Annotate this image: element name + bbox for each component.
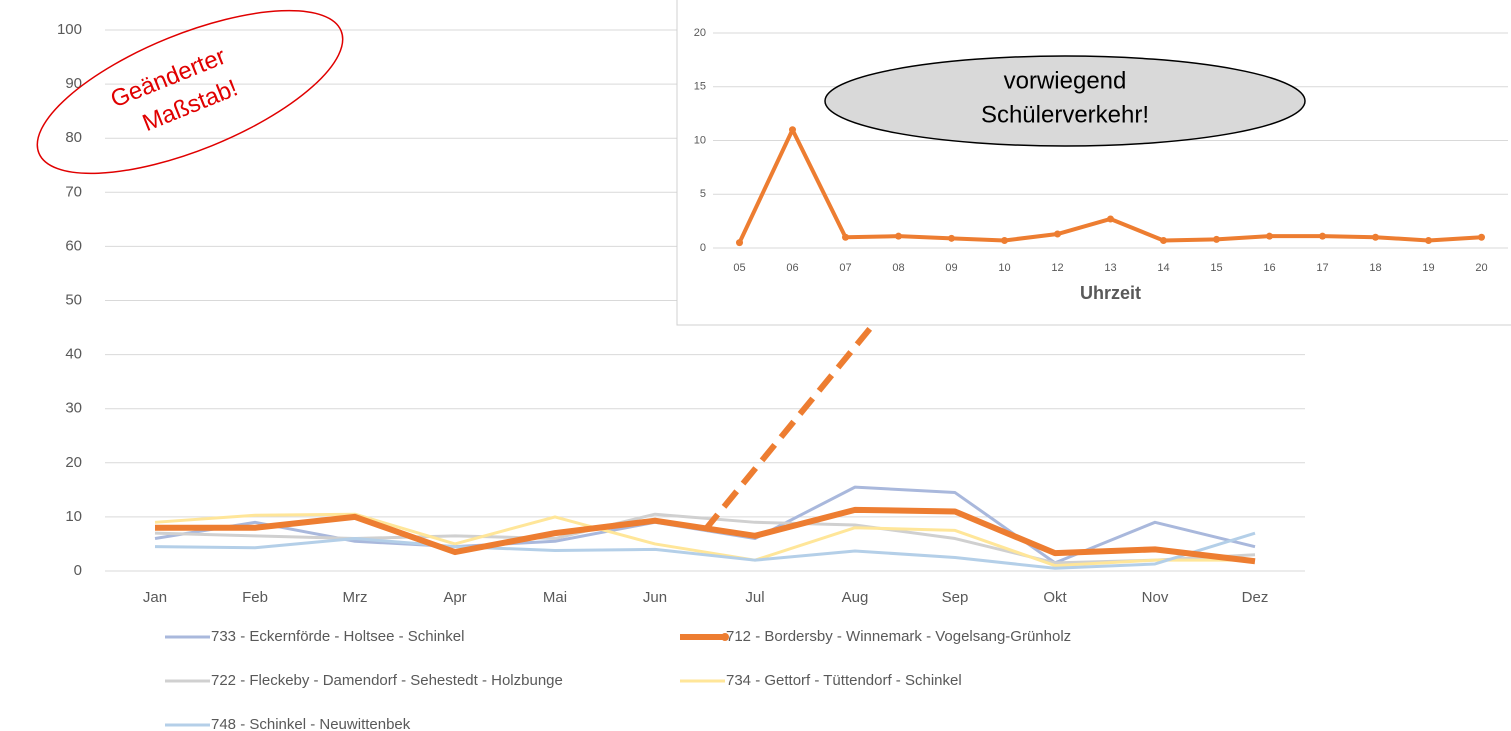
y-tick-label: 70	[65, 183, 82, 200]
legend-label: 734 - Gettorf - Tüttendorf - Schinkel	[726, 672, 962, 689]
y-tick-label: 10	[694, 134, 706, 146]
x-tick-label: 14	[1157, 262, 1169, 274]
annotation: Schülerverkehr!	[981, 101, 1149, 128]
y-tick-label: 40	[65, 346, 82, 363]
x-tick-label: Mai	[543, 589, 567, 606]
y-tick-label: 60	[65, 237, 82, 254]
x-tick-label: 13	[1104, 262, 1116, 274]
x-tick-label: 20	[1475, 262, 1487, 274]
x-tick-label: Jul	[745, 589, 764, 606]
legend-label: 722 - Fleckeby - Damendorf - Sehestedt -…	[211, 672, 563, 689]
point	[842, 233, 849, 241]
y-tick-label: 50	[65, 291, 82, 308]
x-tick-label: Jun	[643, 589, 667, 606]
point	[1478, 233, 1485, 241]
x-tick-label: 07	[839, 262, 851, 274]
y-tick-label: 15	[694, 81, 706, 93]
x-tick-label: Sep	[942, 589, 969, 606]
point	[1001, 236, 1008, 244]
x-tick-label: Dez	[1242, 589, 1269, 606]
x-tick-label: Jan	[143, 589, 167, 606]
annotation: vorwiegend	[1004, 67, 1127, 94]
x-tick-label: 05	[733, 262, 745, 274]
point	[1266, 232, 1273, 240]
point	[1425, 236, 1432, 244]
x-tick-label: 16	[1263, 262, 1275, 274]
y-tick-label: 90	[65, 75, 82, 92]
x-tick-label: Nov	[1142, 589, 1169, 606]
x-tick-label: Okt	[1043, 589, 1067, 606]
point	[1054, 230, 1061, 238]
point	[1107, 215, 1114, 223]
point	[895, 232, 902, 240]
x-tick-label: 12	[1051, 262, 1063, 274]
point	[1213, 235, 1220, 243]
x-tick-label: Apr	[443, 589, 466, 606]
x-axis-label: Uhrzeit	[1080, 283, 1141, 303]
y-tick-label: 30	[65, 400, 82, 417]
callout-ellipse	[824, 55, 1306, 147]
point	[736, 239, 743, 247]
x-tick-label: 19	[1422, 262, 1434, 274]
x-tick-label: 15	[1210, 262, 1222, 274]
y-tick-label: 0	[700, 242, 706, 254]
y-tick-label: 10	[65, 508, 82, 525]
x-tick-label: 17	[1316, 262, 1328, 274]
point	[948, 234, 955, 242]
y-tick-label: 80	[65, 129, 82, 146]
highlight-ellipse	[36, 9, 344, 175]
x-tick-label: 06	[786, 262, 798, 274]
point	[789, 126, 796, 134]
y-tick-label: 20	[65, 454, 82, 471]
legend-label: 748 - Schinkel - Neuwittenbek	[211, 716, 411, 731]
x-tick-label: 18	[1369, 262, 1381, 274]
point	[1319, 232, 1326, 240]
point	[1372, 233, 1379, 241]
x-tick-label: 10	[998, 262, 1010, 274]
series-line	[154, 512, 1255, 568]
y-tick-label: 5	[700, 188, 706, 200]
series-line	[154, 531, 1256, 570]
x-tick-label: 08	[892, 262, 904, 274]
arrow-line	[702, 296, 898, 532]
x-tick-label: 09	[945, 262, 957, 274]
x-tick-label: Aug	[842, 589, 869, 606]
legend-marker	[721, 633, 729, 641]
x-tick-label: Feb	[242, 589, 268, 606]
inset-panel	[676, 0, 1511, 326]
legend-label: 733 - Eckernförde - Holtsee - Schinkel	[211, 628, 464, 645]
y-tick-label: 100	[57, 21, 82, 38]
legend-label: 712 - Bordersby - Winnemark - Vogelsang-…	[726, 628, 1071, 645]
y-tick-label: 20	[694, 27, 706, 39]
point	[1160, 236, 1167, 244]
series-line	[154, 512, 1256, 565]
y-tick-label: 0	[74, 562, 82, 579]
x-tick-label: Mrz	[343, 589, 368, 606]
